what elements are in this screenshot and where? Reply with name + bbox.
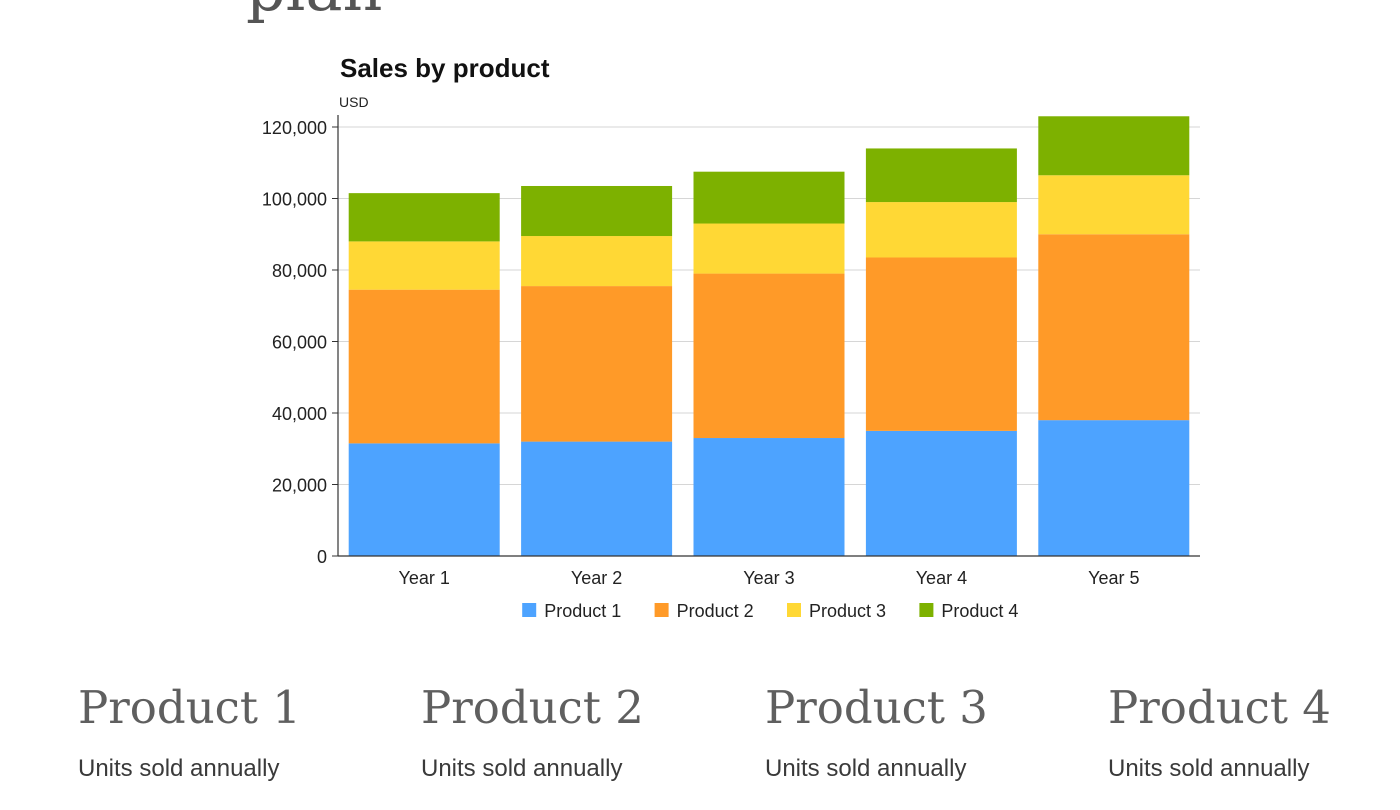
sales-by-product-chart: Sales by product USD 0 20,000 40,000 60,000… xyxy=(262,53,1200,621)
x-tick-label: Year 4 xyxy=(916,568,967,588)
product-cards: Product 1 Units sold annually Product 2 … xyxy=(0,676,1400,810)
x-tick-label: Year 3 xyxy=(743,568,794,588)
x-tick-label: Year 2 xyxy=(571,568,622,588)
bar-segment xyxy=(348,241,500,290)
bar-segment xyxy=(521,441,673,556)
product-card-title: Product 3 xyxy=(765,681,988,734)
bar-segment xyxy=(1038,116,1190,176)
legend-swatch xyxy=(919,603,934,617)
bar-segment xyxy=(521,185,673,237)
product-card-subtitle: Units sold annually xyxy=(765,755,967,782)
bar-segment xyxy=(521,286,673,442)
y-tick-label: 20,000 xyxy=(272,476,327,496)
bar-segment xyxy=(348,193,500,242)
product-card-subtitle: Units sold annually xyxy=(1108,755,1310,782)
bar-segment xyxy=(693,223,845,274)
product-card-title: Product 2 xyxy=(421,681,644,734)
product-card-subtitle: Units sold annually xyxy=(421,755,623,782)
bar-segment xyxy=(1038,234,1190,421)
legend-label: Product 1 xyxy=(544,601,621,621)
product-card-subtitle: Units sold annually xyxy=(78,755,280,782)
chart-title: Sales by product xyxy=(340,53,550,83)
bar-segment xyxy=(865,430,1017,556)
x-tick-label: Year 1 xyxy=(399,568,450,588)
bar-segment xyxy=(348,443,500,556)
product-card: Product 1 Units sold annually xyxy=(78,676,378,784)
legend-swatch xyxy=(522,603,537,617)
y-tick-label: 80,000 xyxy=(272,261,327,281)
bar-segment xyxy=(865,148,1017,203)
bar-segment xyxy=(1038,420,1190,556)
bar-segment xyxy=(348,289,500,444)
product-card: Product 2 Units sold annually xyxy=(421,676,721,784)
y-tick-label: 40,000 xyxy=(272,404,327,424)
product-card: Product 4 Units sold annually xyxy=(1108,676,1400,784)
bar-segment xyxy=(693,171,845,224)
x-tick-label: Year 5 xyxy=(1088,568,1139,588)
y-tick-label: 120,000 xyxy=(262,118,327,138)
bar-segment xyxy=(521,236,673,287)
bar-series xyxy=(348,116,1190,556)
legend-label: Product 3 xyxy=(809,601,886,621)
y-tick-label: 0 xyxy=(317,547,327,567)
bar-segment xyxy=(865,202,1017,258)
product-card-title: Product 1 xyxy=(78,681,301,734)
bar-segment xyxy=(1038,175,1190,235)
unit-label: USD xyxy=(339,94,369,110)
bar-segment xyxy=(693,273,845,439)
page-heading: plan xyxy=(246,0,382,24)
product-card: Product 3 Units sold annually xyxy=(765,676,1065,784)
legend-label: Product 2 xyxy=(677,601,754,621)
legend-swatch xyxy=(787,603,801,617)
axes xyxy=(337,115,1200,557)
bar-segment xyxy=(865,257,1017,431)
legend-label: Product 4 xyxy=(941,601,1018,621)
legend-swatch xyxy=(654,603,669,617)
y-axis-ticks: 0 20,000 40,000 60,000 80,000 100,000 120,000 xyxy=(262,118,338,567)
x-axis-ticks: Year 1 Year 2 Year 3 Year 4 Year 5 xyxy=(399,568,1140,588)
legend: Product 1 Product 2 Product 3 Product 4 xyxy=(522,601,1018,621)
bar-segment xyxy=(693,438,845,556)
product-card-title: Product 4 xyxy=(1108,681,1331,734)
y-tick-label: 100,000 xyxy=(262,190,327,210)
y-tick-label: 60,000 xyxy=(272,333,327,353)
